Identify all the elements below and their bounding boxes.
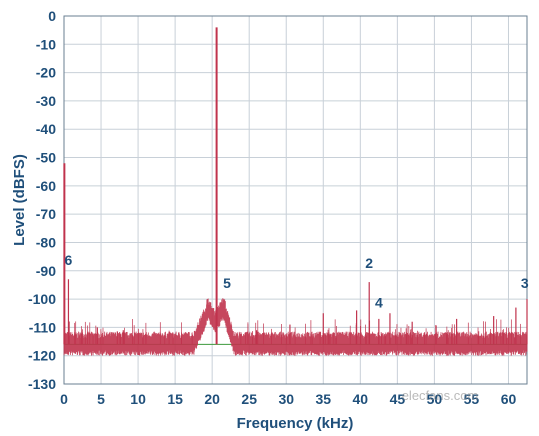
y-tick-label: -60 — [36, 178, 56, 194]
x-tick-label: 35 — [315, 391, 331, 407]
spur-annotation: 3 — [521, 275, 529, 291]
x-tick-label: 30 — [278, 391, 294, 407]
x-tick-label: 5 — [97, 391, 105, 407]
y-tick-label: -100 — [28, 291, 56, 307]
y-tick-label: -120 — [28, 348, 56, 364]
x-tick-label: 45 — [390, 391, 406, 407]
x-tick-label: 0 — [60, 391, 68, 407]
spur-annotation: 5 — [223, 275, 231, 291]
watermark-text: elecfans.com — [402, 388, 479, 403]
y-tick-label: -130 — [28, 376, 56, 392]
noise-band — [63, 298, 528, 356]
annotations: 6 5 2 4 3 — [65, 252, 529, 310]
y-tick-label: -90 — [36, 263, 56, 279]
y-tick-label: -40 — [36, 121, 56, 137]
x-axis-title: Frequency (kHz) — [237, 415, 354, 432]
x-tick-labels: 0 5 10 15 20 25 30 35 40 45 50 55 60 — [60, 391, 516, 407]
spectrum-series — [63, 27, 528, 356]
y-tick-label: -70 — [36, 206, 56, 222]
y-axis-title: Level (dBFS) — [11, 154, 28, 246]
x-tick-label: 15 — [167, 391, 183, 407]
y-tick-label: -30 — [36, 93, 56, 109]
y-tick-label: -10 — [36, 36, 56, 52]
grid — [63, 15, 527, 385]
x-tick-label: 60 — [501, 391, 517, 407]
spur-annotation: 6 — [65, 252, 73, 268]
x-tick-label: 20 — [204, 391, 220, 407]
y-tick-labels: 0 -10 -20 -30 -40 -50 -60 -70 -80 -90 -100 -110 -120… — [28, 8, 56, 392]
y-tick-label: -50 — [36, 150, 56, 166]
x-tick-label: 50 — [427, 391, 443, 407]
y-tick-label: 0 — [48, 8, 56, 24]
x-tick-label: 25 — [241, 391, 257, 407]
spur-annotation: 4 — [375, 295, 383, 311]
x-tick-label: 55 — [464, 391, 480, 407]
y-tick-label: -80 — [36, 234, 56, 250]
x-tick-label: 40 — [353, 391, 369, 407]
y-tick-label: -110 — [29, 319, 56, 335]
x-tick-label: 10 — [130, 391, 146, 407]
spur-annotation: 2 — [365, 255, 373, 271]
axes — [63, 15, 528, 385]
y-tick-label: -20 — [36, 65, 56, 81]
plot-frame — [63, 15, 528, 385]
